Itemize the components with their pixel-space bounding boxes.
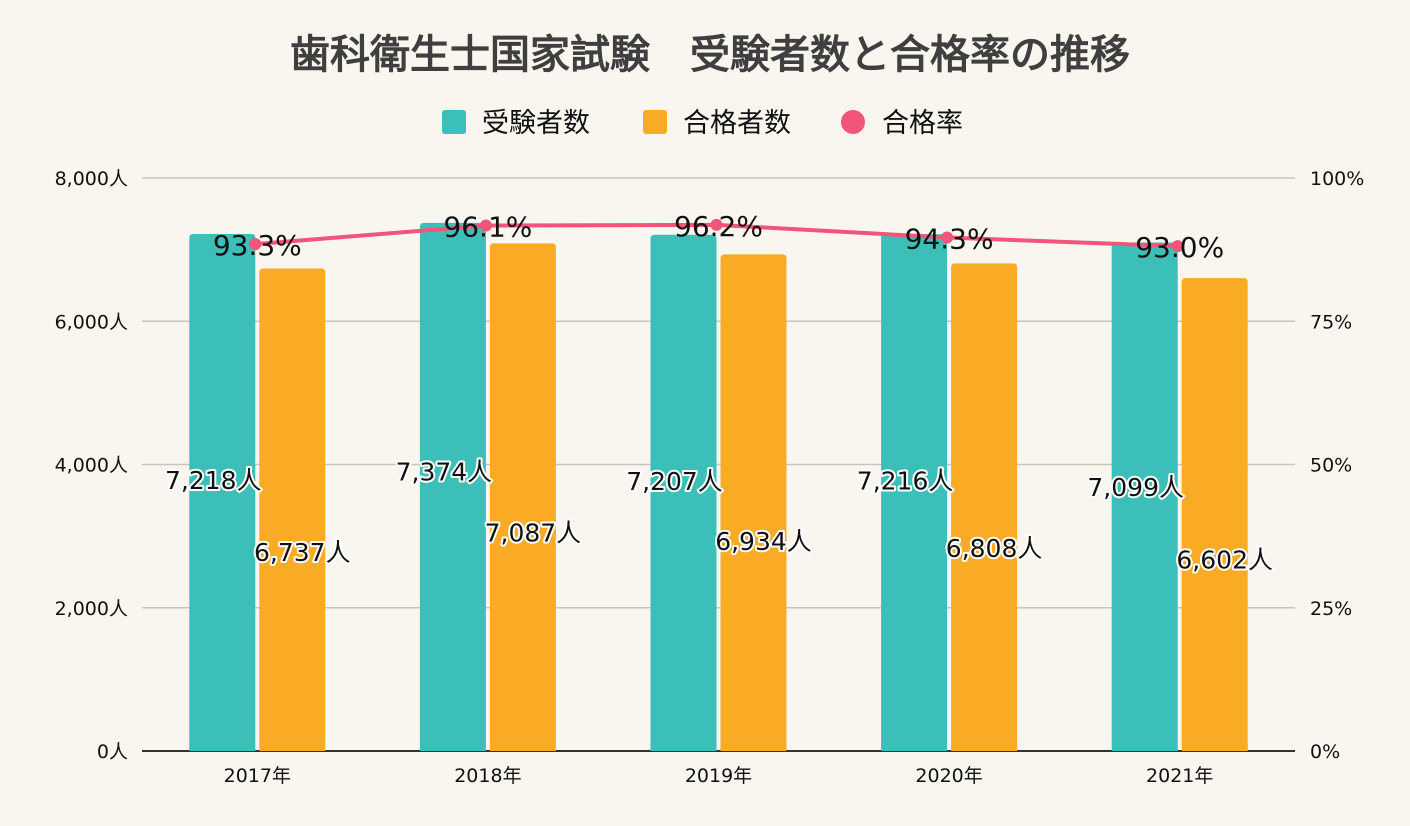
rate-point-2 <box>479 219 492 232</box>
legend-swatch-2 <box>643 110 667 134</box>
y-left-tick-label: 0人 <box>97 741 128 763</box>
y-axis-left: 0人 2,000人 4,000人 6,000人 8,000人 <box>55 168 128 763</box>
x-axis: 2017年 2018年 2019年 2020年 2021年 <box>224 765 1214 787</box>
bar-examinees-2 <box>419 222 486 751</box>
bar-data-label: 7,374人 <box>396 457 493 486</box>
bar-passers-3 <box>720 254 787 752</box>
chart-title: 歯科衛生士国家試験 受験者数と合格率の推移 <box>290 32 1130 78</box>
bar-data-label: 7,207人 <box>626 467 723 496</box>
gridlines <box>142 177 1295 752</box>
rate-data-label: 94.3% <box>905 222 994 255</box>
x-tick-label: 2021年 <box>1146 765 1213 787</box>
x-tick-label: 2019年 <box>685 765 752 787</box>
bar-examinees-1 <box>189 234 256 752</box>
bar-examinees-3 <box>650 234 717 751</box>
rate-point-3 <box>710 218 723 231</box>
x-tick-label: 2018年 <box>454 765 521 787</box>
bar-passers-2 <box>489 243 556 752</box>
rate-data-label: 96.2% <box>674 210 763 243</box>
legend-label-1: 受験者数 <box>482 108 590 139</box>
y-right-tick-label: 75% <box>1310 311 1352 333</box>
bar-data-label: 7,218人 <box>165 466 262 495</box>
y-right-tick-label: 50% <box>1310 455 1352 477</box>
bar-data-label: 7,087人 <box>485 518 582 547</box>
legend: 受験者数 合格者数 合格率 <box>442 108 963 139</box>
rate-point-1 <box>249 238 262 251</box>
y-left-tick-label: 6,000人 <box>55 311 128 333</box>
legend-marker-3 <box>841 110 865 134</box>
bar-data-label: 7,216人 <box>857 466 954 495</box>
bar-data-label: 7,099人 <box>1087 473 1184 502</box>
bar-examinees-4 <box>881 234 948 752</box>
x-tick-label: 2017年 <box>224 765 291 787</box>
rate-data-label: 93.0% <box>1135 231 1224 264</box>
rate-point-4 <box>941 231 954 244</box>
bar-data-label: 6,808人 <box>946 534 1043 563</box>
bar-data-label: 6,602人 <box>1176 546 1273 575</box>
x-tick-label: 2020年 <box>915 765 982 787</box>
y-right-tick-label: 100% <box>1310 168 1364 190</box>
bar-data-label: 6,934人 <box>715 527 812 556</box>
y-left-tick-label: 2,000人 <box>55 598 128 620</box>
y-right-tick-label: 25% <box>1310 598 1352 620</box>
y-axis-right: 0% 25% 50% 75% 100% <box>1310 168 1364 763</box>
y-right-tick-label: 0% <box>1310 741 1340 763</box>
bar-examinees-5 <box>1111 242 1178 751</box>
bars <box>189 222 1248 752</box>
data-labels: 7,218人 7,374人 7,207人 7,216人 7,099人 6,737人 7,08… <box>163 210 1275 577</box>
legend-swatch-1 <box>442 110 466 134</box>
bar-passers-1 <box>259 268 326 751</box>
bar-passers-4 <box>951 263 1018 751</box>
legend-label-3: 合格率 <box>882 108 963 139</box>
bar-data-label: 6,737人 <box>254 538 351 567</box>
legend-label-2: 合格者数 <box>683 108 791 139</box>
y-left-tick-label: 4,000人 <box>55 455 128 477</box>
rate-data-label: 96.1% <box>443 211 532 244</box>
bar-passers-5 <box>1181 278 1248 751</box>
rate-point-5 <box>1171 240 1184 253</box>
y-left-tick-label: 8,000人 <box>55 168 128 190</box>
rate-data-label: 93.3% <box>213 229 302 262</box>
rate-line <box>249 218 1184 253</box>
